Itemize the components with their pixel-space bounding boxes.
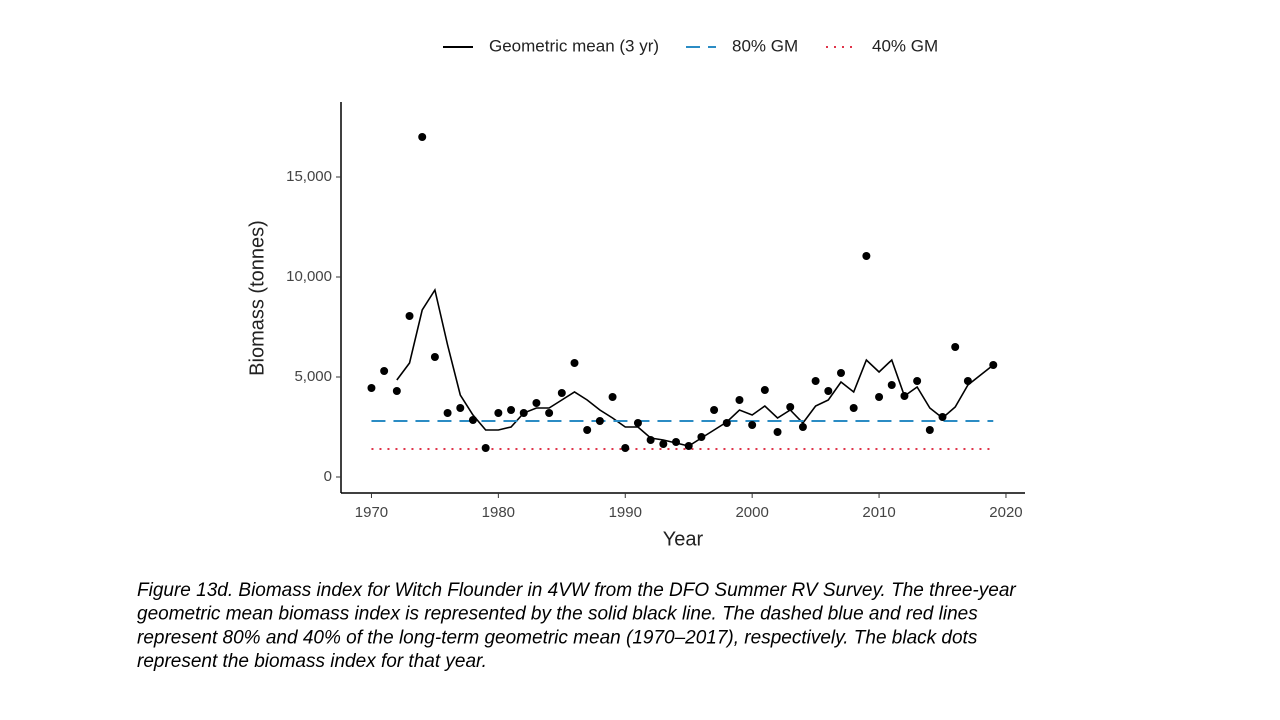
data-point (659, 440, 668, 448)
y-tick-label: 0 (324, 468, 332, 485)
data-point (836, 369, 845, 377)
x-axis-title: Year (663, 528, 704, 550)
data-point (443, 409, 452, 417)
data-point (418, 133, 427, 141)
legend-label: 80% GM (732, 36, 798, 55)
data-point (849, 404, 858, 412)
data-point (748, 421, 757, 429)
data-point (367, 384, 376, 392)
data-point (532, 399, 541, 407)
data-point (913, 377, 922, 385)
data-point (862, 252, 871, 260)
data-point (773, 428, 782, 436)
data-point (621, 444, 630, 452)
data-point (951, 343, 960, 351)
caption-line: geometric mean biomass index is represen… (137, 604, 978, 625)
data-point (710, 406, 719, 414)
y-tick-label: 10,000 (286, 268, 332, 285)
data-point (900, 392, 909, 400)
data-point (798, 423, 807, 431)
legend-label: 40% GM (872, 36, 938, 55)
y-axis-title: Biomass (tonnes) (246, 220, 268, 376)
data-point (633, 419, 642, 427)
data-point (507, 406, 516, 414)
x-tick-label: 2000 (735, 504, 768, 521)
data-point (456, 404, 465, 412)
data-point (722, 419, 731, 427)
caption-line: Figure 13d. Biomass index for Witch Flou… (137, 580, 1016, 601)
data-point (824, 387, 833, 395)
data-point (545, 409, 554, 417)
data-point (570, 359, 579, 367)
data-point (468, 416, 477, 424)
x-tick-label: 2010 (862, 504, 895, 521)
data-point (925, 426, 934, 434)
data-point (595, 417, 604, 425)
data-point (786, 403, 795, 411)
y-tick-label: 15,000 (286, 168, 332, 185)
data-point (392, 387, 401, 395)
data-point (697, 433, 706, 441)
data-point (684, 442, 693, 450)
data-point (735, 396, 744, 404)
x-tick-label: 1990 (609, 504, 642, 521)
data-point (963, 377, 972, 385)
data-point (557, 389, 566, 397)
data-point (646, 436, 655, 444)
data-point (481, 444, 490, 452)
data-point (938, 413, 947, 421)
y-tick-label: 5,000 (294, 368, 332, 385)
data-point (494, 409, 503, 417)
data-point (672, 438, 681, 446)
data-point (811, 377, 820, 385)
legend-label: Geometric mean (3 yr) (489, 36, 659, 55)
data-point (887, 381, 896, 389)
series-line (396, 287, 994, 447)
x-tick-label: 1970 (355, 504, 388, 521)
data-point (519, 409, 528, 417)
x-tick-label: 2020 (989, 504, 1022, 521)
data-point (760, 386, 769, 394)
data-point (875, 393, 884, 401)
x-tick-label: 1980 (482, 504, 515, 521)
caption-line: represent 80% and 40% of the long-term g… (137, 627, 978, 648)
data-point (583, 426, 592, 434)
data-point (608, 393, 617, 401)
caption-line: represent the biomass index for that yea… (137, 651, 487, 672)
data-point (430, 353, 439, 361)
data-point (989, 361, 998, 369)
data-point (380, 367, 389, 375)
data-point (405, 312, 414, 320)
